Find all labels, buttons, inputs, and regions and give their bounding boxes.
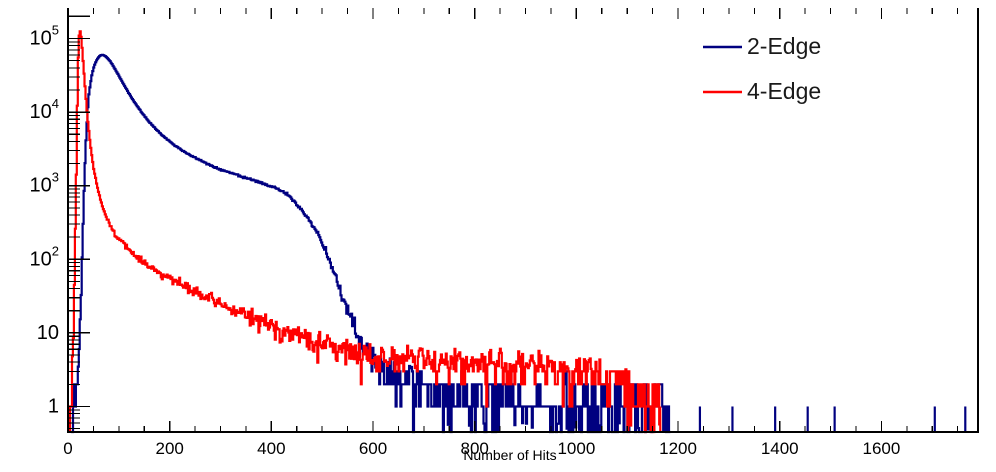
legend-label-2-edge: 2-Edge — [747, 33, 821, 59]
y-tick-label: 105 — [30, 23, 59, 50]
legend-label-4-edge: 4-Edge — [747, 78, 821, 104]
y-tick-label: 1 — [48, 396, 59, 418]
x-tick-label: 1000 — [557, 439, 595, 458]
y-tick-label: 104 — [30, 97, 59, 124]
y-tick-label: 102 — [30, 244, 59, 271]
y-tick-label: 103 — [30, 170, 59, 197]
axis-frame — [67, 8, 979, 433]
series-line-4-edge — [68, 30, 662, 434]
x-tick-label: 1600 — [862, 439, 900, 458]
x-tick-label: 200 — [155, 439, 183, 458]
x-tick-label: 0 — [63, 439, 72, 458]
x-tick-label: 400 — [257, 439, 285, 458]
y-tick-label: 10 — [37, 322, 59, 344]
x-tick-label: 600 — [359, 439, 387, 458]
x-tick-label: 800 — [461, 439, 489, 458]
x-tick-label: 1200 — [659, 439, 697, 458]
x-tick-label: 1400 — [761, 439, 799, 458]
x-axis-title: Number of Hits — [463, 447, 556, 463]
